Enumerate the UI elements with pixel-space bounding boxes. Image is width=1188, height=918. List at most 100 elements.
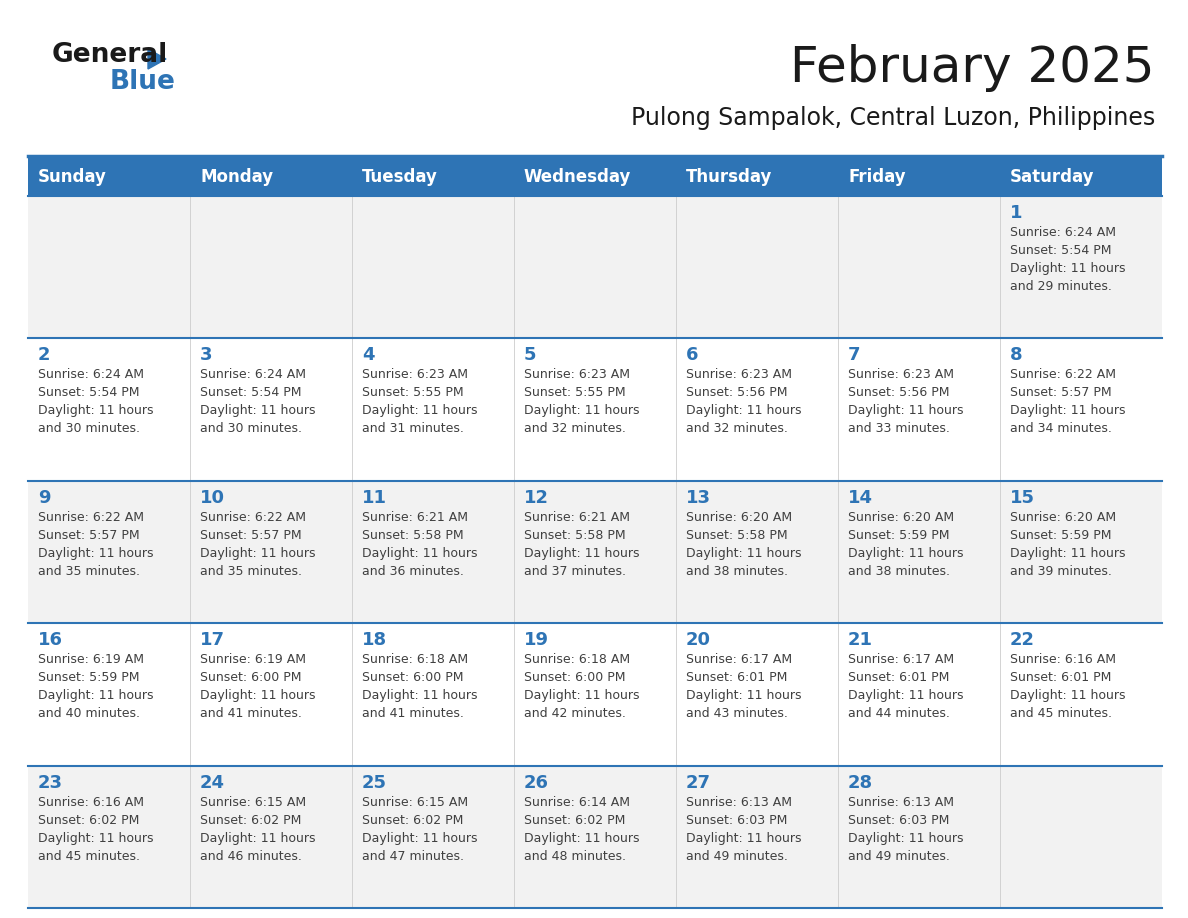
Text: 9: 9 <box>38 488 51 507</box>
Text: and 45 minutes.: and 45 minutes. <box>1010 707 1112 721</box>
Text: and 45 minutes.: and 45 minutes. <box>38 849 140 863</box>
Text: 14: 14 <box>848 488 873 507</box>
Text: Sunset: 6:01 PM: Sunset: 6:01 PM <box>685 671 788 684</box>
Text: Sunset: 5:58 PM: Sunset: 5:58 PM <box>685 529 788 542</box>
Text: Daylight: 11 hours: Daylight: 11 hours <box>200 405 316 418</box>
Text: 10: 10 <box>200 488 225 507</box>
Text: Daylight: 11 hours: Daylight: 11 hours <box>362 405 478 418</box>
Text: Daylight: 11 hours: Daylight: 11 hours <box>1010 262 1125 275</box>
Text: 21: 21 <box>848 632 873 649</box>
Text: Sunset: 5:54 PM: Sunset: 5:54 PM <box>200 386 302 399</box>
Text: Sunrise: 6:16 AM: Sunrise: 6:16 AM <box>38 796 144 809</box>
Text: Sunrise: 6:23 AM: Sunrise: 6:23 AM <box>524 368 630 381</box>
Text: Sunrise: 6:17 AM: Sunrise: 6:17 AM <box>685 654 792 666</box>
Text: and 38 minutes.: and 38 minutes. <box>685 565 788 577</box>
Text: Pulong Sampalok, Central Luzon, Philippines: Pulong Sampalok, Central Luzon, Philippi… <box>631 106 1155 130</box>
Text: Tuesday: Tuesday <box>362 168 438 186</box>
Bar <box>29 158 1162 196</box>
Text: Sunrise: 6:21 AM: Sunrise: 6:21 AM <box>362 510 468 524</box>
Text: Monday: Monday <box>200 168 273 186</box>
Text: 18: 18 <box>362 632 387 649</box>
Text: Friday: Friday <box>848 168 905 186</box>
Text: Daylight: 11 hours: Daylight: 11 hours <box>38 405 153 418</box>
Text: 17: 17 <box>200 632 225 649</box>
Text: and 39 minutes.: and 39 minutes. <box>1010 565 1112 577</box>
Text: Sunset: 5:55 PM: Sunset: 5:55 PM <box>362 386 463 399</box>
Text: and 49 minutes.: and 49 minutes. <box>685 849 788 863</box>
Text: Sunset: 5:57 PM: Sunset: 5:57 PM <box>1010 386 1112 399</box>
Text: Sunset: 6:00 PM: Sunset: 6:00 PM <box>524 671 626 684</box>
Text: Sunrise: 6:23 AM: Sunrise: 6:23 AM <box>848 368 954 381</box>
Text: Daylight: 11 hours: Daylight: 11 hours <box>38 689 153 702</box>
Bar <box>29 481 1162 623</box>
Text: 6: 6 <box>685 346 699 364</box>
Text: Daylight: 11 hours: Daylight: 11 hours <box>1010 405 1125 418</box>
Text: and 41 minutes.: and 41 minutes. <box>362 707 463 721</box>
Text: 1: 1 <box>1010 204 1023 222</box>
Text: Sunset: 5:56 PM: Sunset: 5:56 PM <box>848 386 949 399</box>
Text: and 42 minutes.: and 42 minutes. <box>524 707 626 721</box>
Text: Sunset: 5:58 PM: Sunset: 5:58 PM <box>362 529 463 542</box>
Text: and 35 minutes.: and 35 minutes. <box>200 565 302 577</box>
Text: and 46 minutes.: and 46 minutes. <box>200 849 302 863</box>
Text: Daylight: 11 hours: Daylight: 11 hours <box>685 405 802 418</box>
Text: Sunset: 5:57 PM: Sunset: 5:57 PM <box>200 529 302 542</box>
Text: Sunrise: 6:20 AM: Sunrise: 6:20 AM <box>848 510 954 524</box>
Text: Sunrise: 6:15 AM: Sunrise: 6:15 AM <box>200 796 307 809</box>
Text: Sunrise: 6:24 AM: Sunrise: 6:24 AM <box>38 368 144 381</box>
Text: Sunset: 6:02 PM: Sunset: 6:02 PM <box>38 813 139 826</box>
Text: Sunset: 5:58 PM: Sunset: 5:58 PM <box>524 529 626 542</box>
Text: Sunrise: 6:19 AM: Sunrise: 6:19 AM <box>38 654 144 666</box>
Bar <box>29 623 1162 766</box>
Text: Daylight: 11 hours: Daylight: 11 hours <box>685 689 802 702</box>
Text: 13: 13 <box>685 488 710 507</box>
Text: and 44 minutes.: and 44 minutes. <box>848 707 950 721</box>
Text: and 43 minutes.: and 43 minutes. <box>685 707 788 721</box>
Text: Thursday: Thursday <box>685 168 772 186</box>
Text: Sunrise: 6:16 AM: Sunrise: 6:16 AM <box>1010 654 1116 666</box>
Text: Sunrise: 6:19 AM: Sunrise: 6:19 AM <box>200 654 307 666</box>
Text: Daylight: 11 hours: Daylight: 11 hours <box>38 547 153 560</box>
Text: Daylight: 11 hours: Daylight: 11 hours <box>38 832 153 845</box>
Text: 25: 25 <box>362 774 387 791</box>
Text: Daylight: 11 hours: Daylight: 11 hours <box>362 547 478 560</box>
Text: Sunset: 6:03 PM: Sunset: 6:03 PM <box>848 813 949 826</box>
Text: Sunset: 6:00 PM: Sunset: 6:00 PM <box>362 671 463 684</box>
Text: Daylight: 11 hours: Daylight: 11 hours <box>362 689 478 702</box>
Text: Sunrise: 6:23 AM: Sunrise: 6:23 AM <box>685 368 792 381</box>
Text: Daylight: 11 hours: Daylight: 11 hours <box>1010 689 1125 702</box>
Text: 11: 11 <box>362 488 387 507</box>
Text: Sunrise: 6:20 AM: Sunrise: 6:20 AM <box>1010 510 1116 524</box>
Text: Sunset: 6:03 PM: Sunset: 6:03 PM <box>685 813 788 826</box>
Text: Daylight: 11 hours: Daylight: 11 hours <box>362 832 478 845</box>
Text: and 31 minutes.: and 31 minutes. <box>362 422 463 435</box>
Text: Sunset: 6:02 PM: Sunset: 6:02 PM <box>524 813 625 826</box>
Bar <box>29 339 1162 481</box>
Text: 24: 24 <box>200 774 225 791</box>
Text: and 36 minutes.: and 36 minutes. <box>362 565 463 577</box>
Text: Sunset: 5:57 PM: Sunset: 5:57 PM <box>38 529 140 542</box>
Text: and 40 minutes.: and 40 minutes. <box>38 707 140 721</box>
Text: Daylight: 11 hours: Daylight: 11 hours <box>524 832 639 845</box>
Text: Sunrise: 6:13 AM: Sunrise: 6:13 AM <box>848 796 954 809</box>
Text: Daylight: 11 hours: Daylight: 11 hours <box>1010 547 1125 560</box>
Text: Sunrise: 6:24 AM: Sunrise: 6:24 AM <box>200 368 307 381</box>
Text: and 34 minutes.: and 34 minutes. <box>1010 422 1112 435</box>
Text: 2: 2 <box>38 346 51 364</box>
Text: Saturday: Saturday <box>1010 168 1094 186</box>
Text: Sunrise: 6:18 AM: Sunrise: 6:18 AM <box>524 654 630 666</box>
Text: and 32 minutes.: and 32 minutes. <box>685 422 788 435</box>
Text: 4: 4 <box>362 346 374 364</box>
Text: and 47 minutes.: and 47 minutes. <box>362 849 465 863</box>
Text: Sunset: 6:01 PM: Sunset: 6:01 PM <box>848 671 949 684</box>
Bar <box>29 196 1162 339</box>
Text: 20: 20 <box>685 632 710 649</box>
Text: Sunrise: 6:17 AM: Sunrise: 6:17 AM <box>848 654 954 666</box>
Text: Daylight: 11 hours: Daylight: 11 hours <box>685 832 802 845</box>
Text: Sunset: 5:55 PM: Sunset: 5:55 PM <box>524 386 626 399</box>
Text: and 49 minutes.: and 49 minutes. <box>848 849 950 863</box>
Text: and 30 minutes.: and 30 minutes. <box>200 422 302 435</box>
Text: Daylight: 11 hours: Daylight: 11 hours <box>200 689 316 702</box>
Text: 27: 27 <box>685 774 710 791</box>
Text: Sunrise: 6:22 AM: Sunrise: 6:22 AM <box>38 510 144 524</box>
